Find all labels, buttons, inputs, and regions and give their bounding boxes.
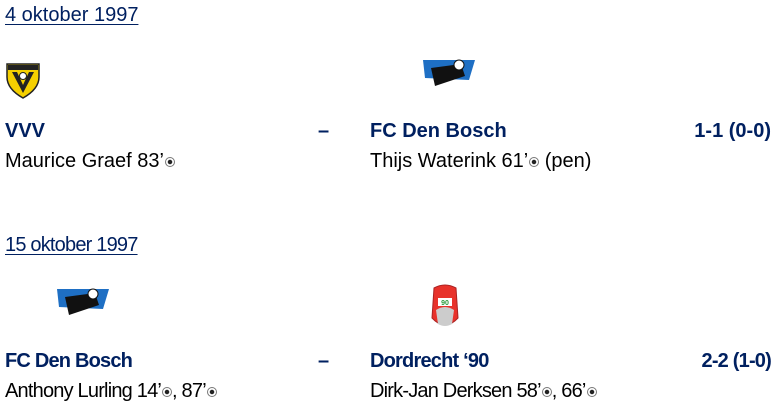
match-date: 4 oktober 1997 <box>5 4 139 26</box>
scorer-text: , 87’ <box>172 380 207 402</box>
football-icon <box>529 157 540 167</box>
football-icon <box>541 387 552 397</box>
scorer-text: , 66’ <box>551 380 587 402</box>
dordrecht-90-logo: 90 <box>431 284 459 326</box>
football-icon <box>586 387 597 397</box>
scorer-text: Anthony Lurling 14’ <box>5 380 162 402</box>
home-team: FC Den Bosch <box>5 350 133 372</box>
svg-text:90: 90 <box>441 300 449 307</box>
away-team: Dordrecht ‘90 <box>370 350 489 372</box>
vvv-venlo-logo <box>6 63 40 99</box>
scorer-text: Thijs Waterink 61’ <box>370 150 529 172</box>
away-scorers: Thijs Waterink 61’ (pen) <box>370 150 591 173</box>
home-team: VVV <box>5 120 46 142</box>
match-date: 15 oktober 1997 <box>5 234 138 256</box>
home-scorers: Maurice Graef 83’ <box>5 150 175 173</box>
football-icon <box>162 387 173 397</box>
away-scorers: Dirk-Jan Derksen 58’ , 66’ <box>370 380 597 403</box>
football-icon <box>164 157 175 167</box>
home-scorers: Anthony Lurling 14’ , 87’ <box>5 380 217 403</box>
scorer-text: Dirk-Jan Derksen 58’ <box>370 380 542 402</box>
match-score: 1-1 (0-0) <box>694 120 771 142</box>
away-team: FC Den Bosch <box>370 120 507 142</box>
separator-dash: – <box>318 350 330 372</box>
penalty-note: (pen) <box>544 150 592 172</box>
separator-dash: – <box>318 120 330 142</box>
scorer-text: Maurice Graef 83’ <box>5 150 164 172</box>
fc-den-bosch-logo <box>423 59 475 86</box>
football-icon <box>206 387 217 397</box>
match-score: 2-2 (1-0) <box>701 350 772 372</box>
fc-den-bosch-logo <box>57 288 109 315</box>
